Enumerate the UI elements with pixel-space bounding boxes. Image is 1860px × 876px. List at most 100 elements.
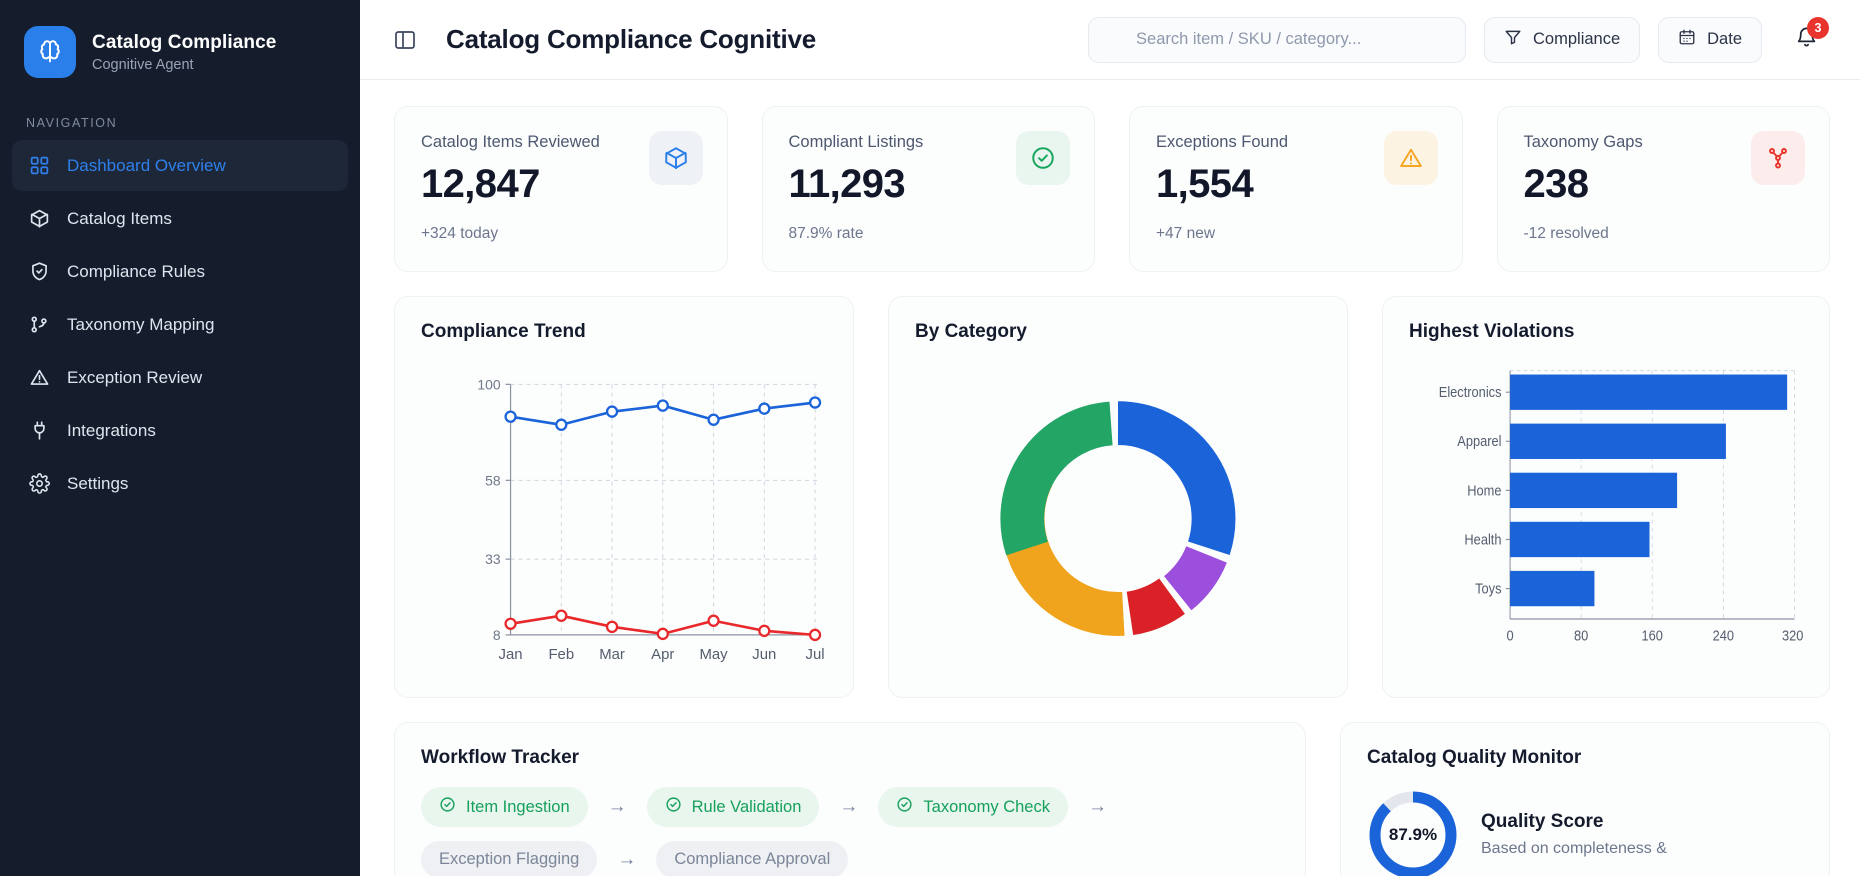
workflow-step-item-ingestion[interactable]: Item Ingestion	[421, 787, 588, 827]
compliance-filter-label: Compliance	[1533, 30, 1621, 48]
svg-text:Jan: Jan	[499, 646, 523, 663]
quality-monitor-title: Catalog Quality Monitor	[1367, 747, 1582, 768]
bar-chart-svg: Electronics Apparel Home Health Toys 0 80…	[1439, 370, 1804, 644]
workflow-step-rule-validation[interactable]: Rule Validation	[646, 787, 820, 827]
sidebar-item-label: Catalog Items	[67, 208, 172, 228]
workflow-step-label: Exception Flagging	[439, 850, 580, 868]
sidebar-item-label: Settings	[67, 473, 129, 493]
quality-score-label: Quality Score	[1481, 810, 1604, 832]
svg-text:160: 160	[1642, 627, 1664, 644]
plug-icon	[28, 420, 50, 442]
svg-text:Mar: Mar	[599, 646, 625, 663]
sidebar-toggle-icon[interactable]	[390, 25, 420, 55]
check-circle-icon	[665, 796, 682, 818]
sidebar-item-taxonomy-mapping[interactable]: Taxonomy Mapping	[12, 299, 348, 350]
sidebar-item-dashboard-overview[interactable]: Dashboard Overview	[12, 140, 348, 191]
kpi-value: 1,554	[1156, 162, 1254, 206]
compliance-trend-chart-card: Compliance Trend	[394, 296, 854, 698]
compliance-trend-plot: 100 58 33 8 Jan Feb Mar Apr May Jun Jul	[421, 349, 827, 682]
nav-section-label: NAVIGATION	[26, 116, 118, 130]
sidebar-item-integrations[interactable]: Integrations	[12, 405, 348, 456]
kpi-card-taxonomy-gaps[interactable]: Taxonomy Gaps 238 -12 resolved	[1496, 106, 1830, 272]
git-branch-icon	[28, 314, 50, 336]
notifications-button[interactable]: 3	[1786, 16, 1829, 60]
chart-title: Highest Violations	[1409, 321, 1575, 342]
arrow-right-icon: →	[617, 848, 637, 870]
svg-text:May: May	[699, 646, 728, 663]
arrow-right-icon: →	[607, 796, 627, 817]
chart-row: Compliance Trend	[394, 296, 1830, 698]
kpi-label: Taxonomy Gaps	[1523, 133, 1643, 151]
kpi-card-catalog-items-reviewed[interactable]: Catalog Items Reviewed 12,847 +324 today	[394, 106, 728, 272]
workflow-step-label: Item Ingestion	[466, 797, 570, 816]
sidebar-nav: Dashboard Overview Catalog Items Co	[0, 140, 360, 509]
check-circle-icon	[1016, 131, 1070, 185]
date-button[interactable]: Date	[1658, 16, 1762, 63]
bell-icon	[1795, 26, 1818, 54]
workflow-steps: Item Ingestion → Rule Validation →	[421, 787, 1279, 876]
calendar-icon	[1678, 28, 1696, 51]
search-input[interactable]	[1136, 30, 1450, 49]
kpi-label: Catalog Items Reviewed	[421, 133, 600, 151]
workflow-step-compliance-approval[interactable]: Compliance Approval	[656, 841, 849, 876]
kpi-delta: +324 today	[421, 225, 499, 242]
workflow-step-exception-flagging[interactable]: Exception Flagging	[421, 841, 598, 876]
svg-text:240: 240	[1713, 627, 1735, 644]
sidebar-item-catalog-items[interactable]: Catalog Items	[12, 193, 348, 244]
arrow-right-icon: →	[1087, 796, 1107, 817]
svg-text:Health: Health	[1464, 531, 1501, 548]
sidebar-item-label: Integrations	[67, 420, 156, 440]
workflow-step-taxonomy-check[interactable]: Taxonomy Check	[878, 787, 1068, 827]
workflow-step-label: Compliance Approval	[674, 850, 831, 868]
brand: Catalog Compliance Cognitive Agent	[0, 0, 360, 98]
kpi-label: Compliant Listings	[788, 133, 924, 151]
svg-text:Apparel: Apparel	[1457, 432, 1501, 449]
catalog-quality-monitor-card: Catalog Quality Monitor 87.9% Quality Sc…	[1340, 722, 1830, 876]
sidebar-item-settings[interactable]: Settings	[12, 458, 348, 509]
kpi-value: 238	[1523, 162, 1590, 206]
dashboard-content: Catalog Items Reviewed 12,847 +324 today…	[360, 80, 1860, 876]
by-category-chart-card: By Category	[888, 296, 1348, 698]
date-button-label: Date	[1707, 30, 1742, 48]
compliance-filter-button[interactable]: Compliance	[1484, 16, 1641, 63]
quality-score-gauge: 87.9%	[1367, 789, 1459, 876]
sidebar-item-compliance-rules[interactable]: Compliance Rules	[12, 246, 348, 297]
chart-title: Compliance Trend	[421, 321, 586, 342]
highest-violations-chart-card: Highest Violations	[1382, 296, 1830, 698]
svg-text:Toys: Toys	[1475, 580, 1501, 597]
svg-text:100: 100	[477, 376, 500, 392]
quality-score-sublabel: Based on completeness &	[1481, 839, 1667, 857]
notification-badge: 3	[1807, 16, 1829, 39]
kpi-delta: -12 resolved	[1523, 225, 1609, 242]
kpi-card-exceptions-found[interactable]: Exceptions Found 1,554 +47 new	[1129, 106, 1463, 272]
kpi-label: Exceptions Found	[1156, 133, 1289, 151]
sidebar-item-label: Exception Review	[67, 367, 203, 387]
by-category-plot	[915, 349, 1321, 682]
svg-text:320: 320	[1782, 627, 1803, 644]
search-icon	[1105, 28, 1124, 52]
workflow-step-label: Taxonomy Check	[923, 797, 1050, 816]
svg-text:Feb: Feb	[548, 646, 574, 663]
quality-monitor-text: Quality Score Based on completeness &	[1481, 811, 1667, 860]
chart-title: By Category	[915, 321, 1027, 342]
check-circle-icon	[439, 796, 456, 818]
gauge-svg	[1369, 791, 1457, 876]
arrow-right-icon: →	[839, 796, 859, 817]
donut-chart-svg	[1000, 401, 1236, 636]
sidebar-item-exception-review[interactable]: Exception Review	[12, 352, 348, 403]
sidebar-item-label: Dashboard Overview	[67, 155, 226, 175]
brain-icon	[24, 26, 76, 78]
search-box[interactable]	[1088, 16, 1467, 63]
check-circle-icon	[896, 796, 913, 818]
svg-text:Jun: Jun	[752, 646, 776, 663]
kpi-row: Catalog Items Reviewed 12,847 +324 today…	[394, 106, 1830, 272]
sitemap-icon	[1751, 131, 1805, 185]
kpi-delta: 87.9% rate	[788, 225, 864, 242]
alert-triangle-icon	[28, 367, 50, 389]
top-bar: Catalog Compliance Cognitive Compliance	[360, 0, 1860, 80]
workflow-title: Workflow Tracker	[421, 747, 580, 768]
page-title: Catalog Compliance Cognitive	[446, 24, 817, 54]
grid-icon	[28, 155, 50, 177]
kpi-card-compliant-listings[interactable]: Compliant Listings 11,293 87.9% rate	[761, 106, 1095, 272]
bottom-row: Workflow Tracker Item Ingestion →	[394, 722, 1830, 876]
